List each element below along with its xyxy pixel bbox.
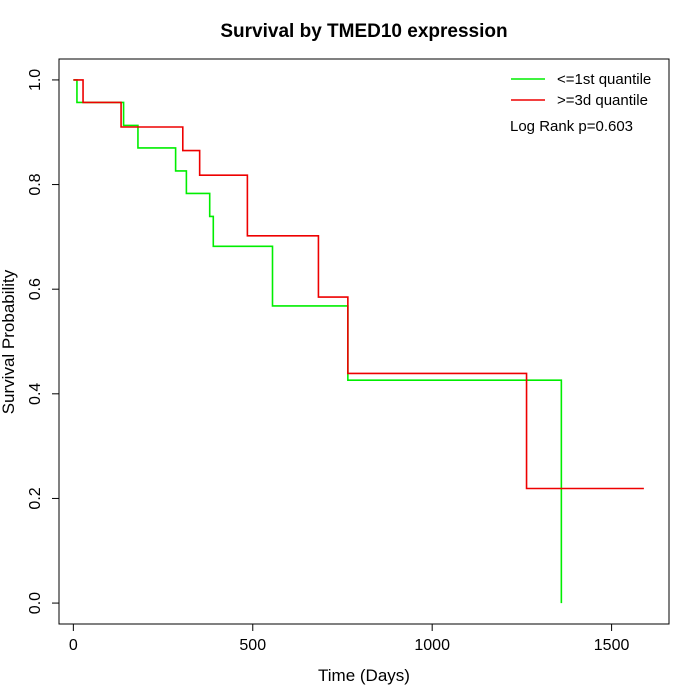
y-tick-label: 0.4 bbox=[27, 383, 44, 405]
y-axis: 0.0 0.2 0.4 0.6 0.8 1.0 bbox=[27, 69, 60, 614]
y-tick-label: 1.0 bbox=[27, 69, 44, 91]
legend-label-high: >=3d quantile bbox=[557, 92, 648, 109]
y-tick-label: 0.0 bbox=[27, 592, 44, 614]
legend-label-low: <=1st quantile bbox=[557, 71, 651, 88]
x-tick-label: 0 bbox=[69, 637, 78, 654]
x-axis-label: Time (Days) bbox=[318, 666, 410, 685]
y-tick-label: 0.8 bbox=[27, 173, 44, 195]
x-tick-label: 500 bbox=[239, 637, 266, 654]
log-rank-annotation: Log Rank p=0.603 bbox=[510, 118, 633, 135]
series-line-high-quantile bbox=[73, 79, 644, 490]
y-tick-label: 0.6 bbox=[27, 278, 44, 300]
y-tick-label: 0.2 bbox=[27, 487, 44, 509]
x-tick-label: 1500 bbox=[594, 637, 630, 654]
plot-frame bbox=[58, 58, 670, 625]
series-layer bbox=[73, 79, 644, 604]
legend: <=1st quantile >=3d quantile bbox=[511, 71, 651, 109]
series-line-low-quantile bbox=[73, 79, 563, 604]
x-axis: 0 500 1000 1500 bbox=[69, 623, 630, 654]
y-axis-label: Survival Probability bbox=[0, 269, 18, 414]
x-tick-label: 1000 bbox=[414, 637, 450, 654]
chart-title: Survival by TMED10 expression bbox=[220, 21, 507, 42]
